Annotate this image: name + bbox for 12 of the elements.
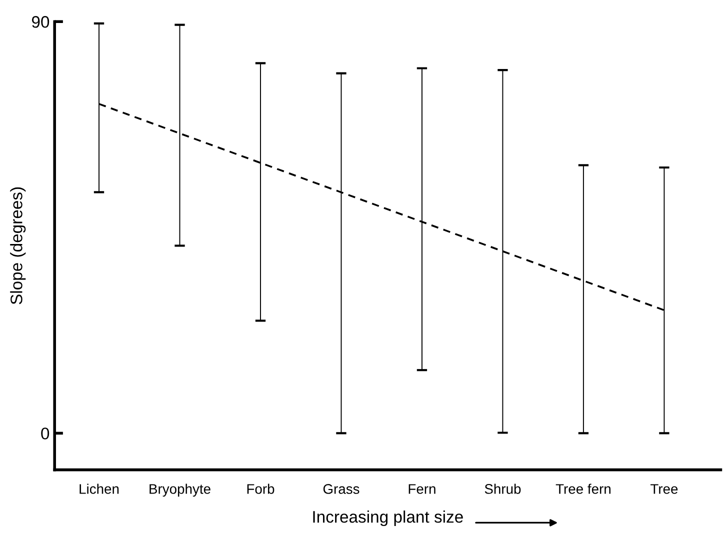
x-tick-label: Shrub (484, 484, 521, 494)
x-tick-label: Tree (650, 484, 678, 494)
y-tick-label: 0 (41, 428, 50, 440)
x-tick-label: Grass (323, 484, 360, 494)
y-tick-label: 90 (32, 16, 50, 28)
y-axis-title: Slope (degrees) (10, 187, 26, 304)
x-tick-label: Fern (408, 484, 436, 494)
x-tick-label: Forb (247, 484, 274, 494)
x-axis-title: Increasing plant size (313, 510, 463, 526)
x-tick-label: Bryophyte (150, 484, 210, 497)
x-tick-label: Tree fern (556, 484, 610, 494)
x-tick-label: Lichen (80, 484, 119, 494)
